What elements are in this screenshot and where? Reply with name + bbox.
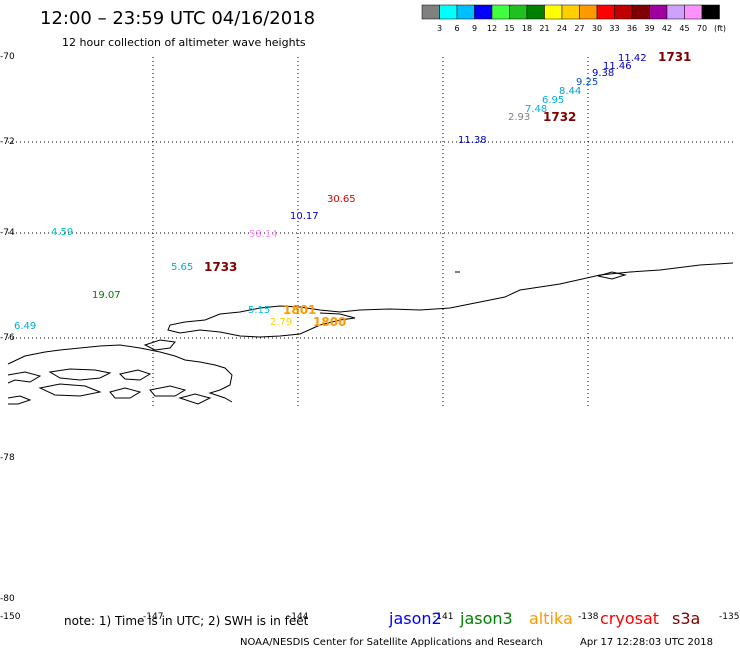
lon-labels: -150 -147 -144 -141 -138 -135 (0, 612, 739, 622)
satellite-name: s3a (672, 609, 700, 628)
map-title: 12:00 – 23:59 UTC 04/16/2018 (40, 8, 315, 29)
scale-swatch (491, 4, 510, 20)
scale-swatch (666, 4, 685, 20)
scale-value: 21 (539, 24, 549, 33)
satellite-name: cryosat (600, 609, 659, 628)
lon-label: -141 (433, 612, 453, 622)
scale-value: 30 (592, 24, 602, 33)
credit-line: NOAA/NESDIS Center for Satellite Applica… (240, 637, 543, 648)
scale-swatch (561, 4, 580, 20)
scale-swatch (684, 4, 703, 20)
scale-value: 6 (454, 24, 459, 33)
map-subtitle: 12 hour collection of altimeter wave hei… (62, 36, 306, 49)
swh-label: 5.65 (171, 262, 193, 273)
graticule (8, 57, 733, 408)
time-label: 1732 (543, 110, 576, 124)
lon-label: -147 (143, 612, 163, 622)
scale-value: 18 (522, 24, 532, 33)
scale-swatch (526, 4, 545, 20)
scale-swatch (649, 4, 668, 20)
scale-value: 70 (697, 24, 707, 33)
swh-label: 5.15 (248, 305, 270, 316)
lat-label: -72 (0, 137, 15, 147)
swh-label: 4.59 (51, 227, 73, 238)
lon-label: -135 (719, 612, 739, 622)
footer-note: note: 1) Time is in UTC; 2) SWH is in fe… (64, 614, 309, 628)
scale-value: 12 (487, 24, 497, 33)
swh-label: 6.49 (14, 321, 36, 332)
scale-swatch (631, 4, 650, 20)
scale-value: 24 (557, 24, 567, 33)
scale-swatch (579, 4, 598, 20)
time-label: 1801 (283, 303, 316, 317)
scale-swatch (474, 4, 493, 20)
scale-swatch (456, 4, 475, 20)
satellite-name: altika (529, 609, 573, 628)
scale-swatch (614, 4, 633, 20)
satellite-name: jason3 (459, 609, 513, 628)
scale-value: 45 (679, 24, 689, 33)
swh-label: 9.25 (576, 77, 598, 88)
swh-label: 19.07 (92, 290, 121, 301)
swh-label: 9.38 (592, 68, 614, 79)
swh-label: 11.42 (618, 53, 647, 64)
scale-swatch (544, 4, 563, 20)
lat-labels: -70 -72 -74 -76 -78 -80 (0, 52, 15, 604)
scale-swatch (439, 4, 458, 20)
lat-label: -80 (0, 594, 15, 604)
scale-swatch (596, 4, 615, 20)
lat-label: -70 (0, 52, 15, 62)
swh-label: 2.79 (270, 317, 292, 328)
lon-label: -138 (578, 612, 599, 622)
scale-value: 3 (437, 24, 442, 33)
scale-value: 42 (662, 24, 672, 33)
coastline (7, 262, 734, 405)
satellite-name: jason2 (388, 609, 442, 628)
swh-label: 10.17 (290, 211, 319, 222)
swh-label: 58.14 (249, 229, 278, 240)
generated-timestamp: Apr 17 12:28:03 UTC 2018 (580, 637, 713, 648)
swh-label: 11.46 (603, 61, 632, 72)
color-scale-legend: 3 6 9 12 15 18 21 24 27 30 33 36 39 42 45 70 (421, 4, 720, 33)
swh-label: 30.65 (327, 194, 356, 205)
lon-label: -150 (0, 612, 21, 622)
wave-height-labels: 11.42 11.46 9.38 9.25 8.44 6.95 7.48 2.9… (14, 53, 647, 332)
time-label: 1800 (313, 315, 346, 329)
scale-value: 9 (472, 24, 477, 33)
scale-swatch (701, 4, 720, 20)
scale-value: 36 (627, 24, 637, 33)
lat-label: -76 (0, 333, 15, 343)
scale-value: 33 (609, 24, 619, 33)
pass-time-labels: 1731 1732 1733 1801 1800 (204, 50, 691, 329)
time-label: 1731 (658, 50, 691, 64)
swh-label: 11.38 (458, 135, 487, 146)
scale-value: 27 (574, 24, 584, 33)
swh-label: 7.48 (525, 104, 547, 115)
scale-value: 15 (504, 24, 514, 33)
time-label: 1733 (204, 260, 237, 274)
scale-swatch (421, 4, 440, 20)
lon-label: -144 (288, 612, 309, 622)
lat-label: -78 (0, 453, 15, 463)
swh-label: 8.44 (559, 86, 581, 97)
lat-label: -74 (0, 228, 15, 238)
swh-label: 2.93 (508, 112, 530, 123)
satellite-legend: jason2 jason3 altika cryosat s3a (388, 609, 700, 628)
scale-unit: (ft) (714, 24, 726, 33)
scale-swatch (509, 4, 528, 20)
scale-value: 39 (644, 24, 654, 33)
swh-label: 6.95 (542, 95, 564, 106)
